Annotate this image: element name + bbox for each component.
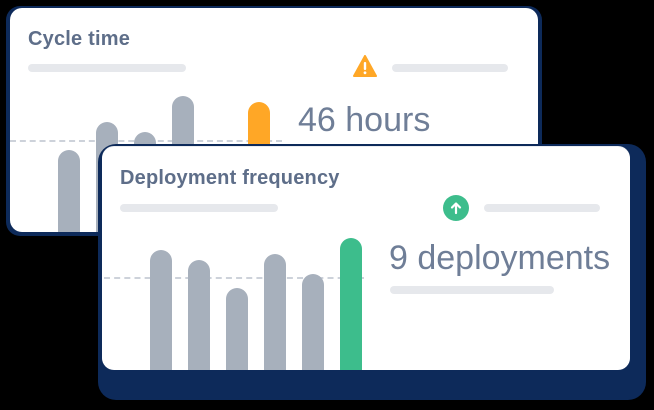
deploy-bar-5 — [302, 274, 324, 370]
deploy-bar-6-current — [340, 238, 362, 370]
title-placeholder-line — [120, 204, 278, 212]
deployment-frequency-title: Deployment frequency — [120, 167, 340, 189]
deploy-bar-2 — [188, 260, 210, 370]
deployments-value: 9 deployments — [389, 239, 611, 277]
cycle-time-card: Cycle time 46 hours — [10, 8, 538, 232]
deploy-reference-line — [104, 277, 364, 279]
title-placeholder-line — [28, 64, 186, 72]
deploy-bar-4 — [264, 254, 286, 370]
arrow-up-icon — [443, 195, 469, 221]
cycle-bar-1 — [58, 150, 80, 232]
metric-placeholder-line — [390, 286, 554, 294]
status-placeholder-line — [392, 64, 508, 72]
warning-icon — [353, 55, 377, 77]
status-placeholder-line — [484, 204, 600, 212]
arrow-up-glyph — [450, 202, 462, 215]
deploy-bar-1 — [150, 250, 172, 370]
deployment-frequency-card: Deployment frequency 9 deployments — [102, 147, 630, 370]
cycle-time-title: Cycle time — [28, 28, 131, 50]
cycle-time-value: 46 hours — [298, 101, 431, 139]
deploy-bar-3 — [226, 288, 248, 370]
